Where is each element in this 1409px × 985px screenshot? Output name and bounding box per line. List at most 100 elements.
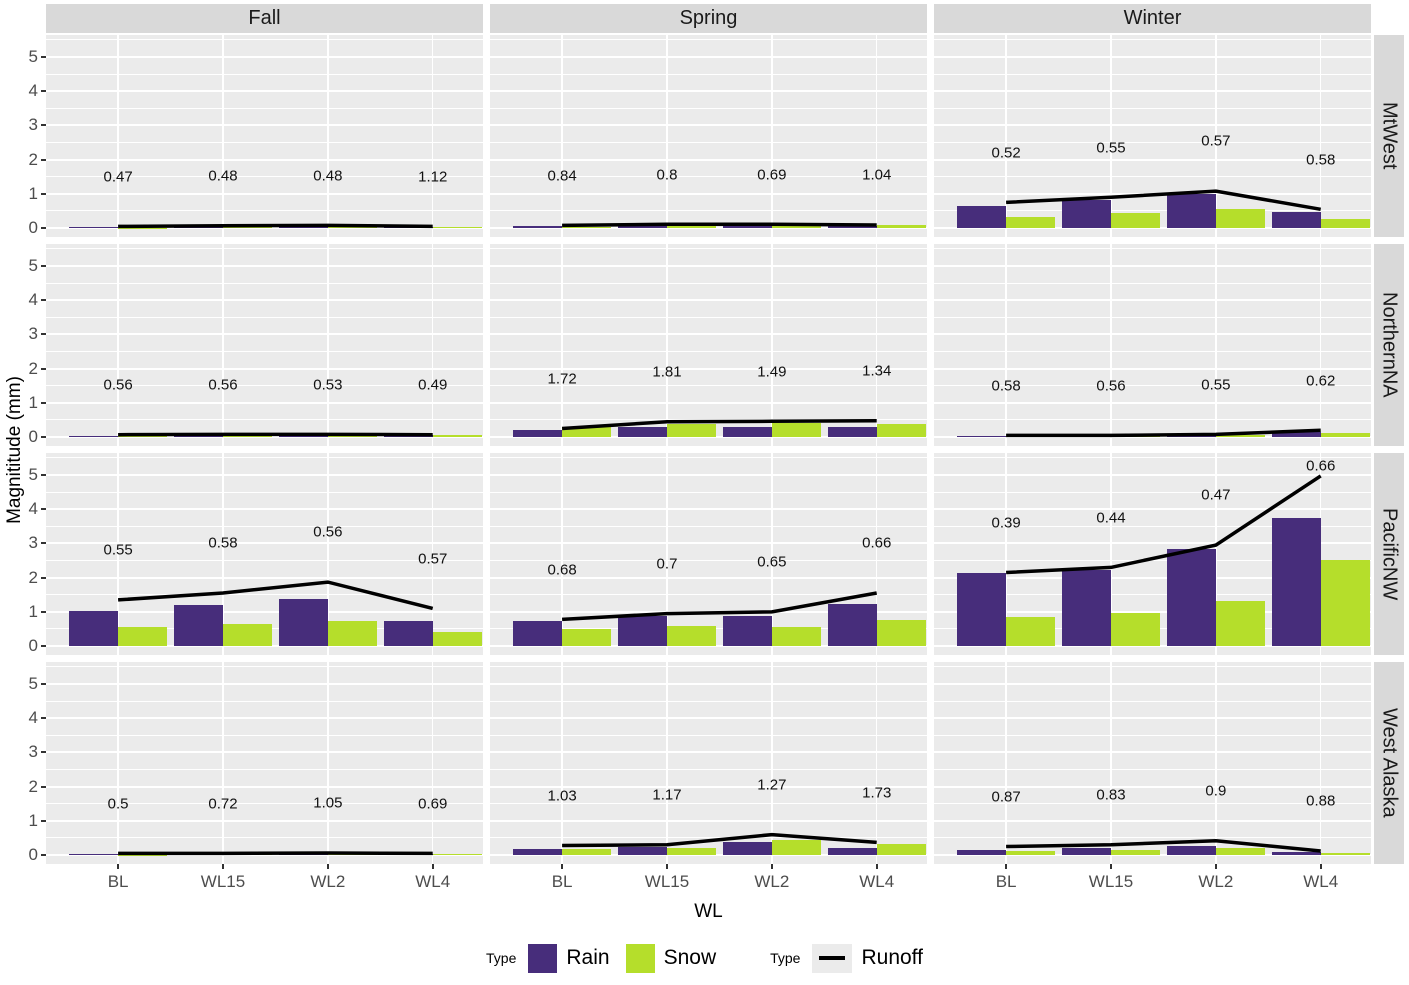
rain-bar	[827, 226, 877, 229]
minor-gridline	[46, 385, 483, 387]
major-gridline	[46, 55, 483, 58]
major-gridline	[934, 819, 1371, 822]
snow-bar	[327, 227, 377, 229]
major-gridline-vertical	[561, 244, 563, 446]
minor-gridline	[934, 803, 1371, 805]
y-tick-label: 0	[28, 218, 38, 238]
major-gridline-vertical	[771, 453, 773, 655]
panel-winter-northernna: 0.58 0.56 0.55 0.62	[934, 244, 1371, 446]
x-tick-mark	[221, 864, 224, 869]
rain-bar	[1062, 848, 1111, 856]
legend-runoff-key	[812, 943, 853, 973]
rain-bar	[513, 225, 563, 229]
panel-spring-west-alaska: 1.03 1.17 1.27 1.73	[490, 662, 927, 864]
facet-col-strip-winter: Winter	[934, 4, 1371, 33]
rain-bar	[722, 842, 772, 856]
major-gridline-vertical	[875, 662, 878, 864]
y-tick-label: 2	[28, 358, 38, 378]
major-gridline	[934, 645, 1371, 648]
y-tick-mark	[41, 227, 46, 230]
rain-bar	[1271, 431, 1321, 438]
major-gridline	[490, 264, 927, 267]
snow-bar	[327, 854, 377, 856]
minor-gridline	[46, 107, 483, 109]
y-tick-mark	[41, 508, 46, 511]
y-tick-label: 2	[28, 567, 38, 587]
major-gridline-vertical	[327, 35, 329, 237]
snow-bar	[1006, 616, 1056, 647]
snow-bar	[1215, 848, 1265, 856]
major-gridline	[46, 542, 483, 545]
minor-gridline	[934, 248, 1371, 250]
y-tick-mark	[41, 785, 46, 788]
panel-spring-mtwest: 0.84 0.8 0.69 1.04	[490, 35, 927, 237]
major-gridline	[934, 401, 1371, 404]
minor-gridline	[46, 769, 483, 770]
minor-gridline	[490, 39, 927, 41]
value-label: 1.27	[757, 776, 787, 794]
minor-gridline	[934, 142, 1371, 143]
value-label: 1.12	[418, 168, 448, 186]
snow-bar	[1320, 853, 1370, 856]
rain-bar	[1166, 845, 1216, 856]
y-tick-label: 4	[28, 499, 38, 519]
major-gridline-vertical	[1215, 244, 1217, 446]
minor-gridline	[934, 107, 1371, 109]
major-gridline	[46, 333, 483, 336]
major-gridline	[934, 508, 1371, 511]
snow-bar	[666, 625, 716, 647]
minor-gridline	[934, 525, 1371, 527]
rain-bar	[1271, 212, 1321, 229]
minor-gridline	[490, 594, 927, 596]
major-gridline-vertical	[1110, 35, 1112, 237]
x-tick-mark	[1319, 864, 1322, 869]
major-gridline-vertical	[666, 662, 668, 864]
runoff-line	[562, 832, 877, 848]
value-label: 1.04	[862, 166, 892, 184]
snow-bar	[432, 435, 482, 438]
y-tick-label: 0	[28, 845, 38, 865]
minor-gridline	[490, 769, 927, 770]
major-gridline	[934, 124, 1371, 127]
major-gridline	[490, 367, 927, 370]
x-tick-mark	[431, 864, 434, 869]
minor-gridline	[490, 210, 927, 212]
x-tick-label: WL4	[1303, 872, 1339, 891]
major-gridline-vertical	[1005, 453, 1007, 655]
y-tick-mark	[41, 610, 46, 613]
major-gridline	[490, 55, 927, 58]
runoff-line	[118, 432, 433, 437]
value-label: 0.57	[418, 550, 448, 568]
x-tick-label: WL15	[644, 872, 690, 891]
value-label: 0.56	[208, 376, 238, 394]
runoff-line	[118, 851, 433, 856]
minor-gridline	[46, 142, 483, 143]
rain-bar	[69, 610, 119, 647]
value-label: 0.68	[547, 561, 577, 579]
minor-gridline	[934, 837, 1371, 839]
snow-bar	[876, 424, 926, 438]
minor-gridline	[934, 282, 1371, 284]
value-label: 0.58	[208, 534, 238, 552]
major-gridline	[934, 785, 1371, 788]
major-gridline-vertical	[222, 662, 224, 864]
major-gridline-vertical	[771, 35, 773, 237]
x-tick-mark	[665, 864, 668, 869]
rain-bar	[957, 572, 1007, 647]
minor-gridline	[934, 385, 1371, 387]
x-tick-mark	[117, 864, 120, 869]
y-tick-mark	[41, 436, 46, 439]
x-tick-label: BL	[107, 872, 129, 891]
major-gridline	[46, 401, 483, 404]
snow-bar	[771, 839, 821, 856]
snow-bar	[118, 227, 168, 229]
value-label: 0.44	[1096, 509, 1126, 527]
rain-bar	[69, 854, 119, 856]
major-gridline-vertical	[1215, 35, 1217, 237]
minor-gridline	[934, 560, 1371, 561]
snow-bar	[666, 424, 716, 438]
snow-bar	[1006, 216, 1056, 229]
value-label: 0.72	[208, 795, 238, 813]
rain-bar	[1271, 852, 1321, 856]
major-gridline	[490, 124, 927, 127]
